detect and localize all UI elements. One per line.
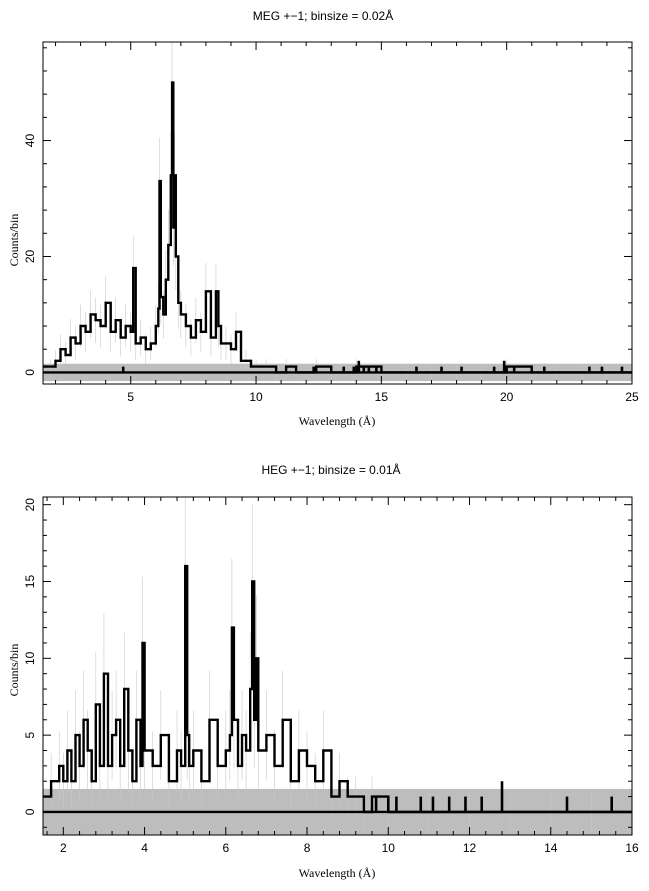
y-tick-label: 40 — [23, 134, 37, 148]
x-tick-label: 12 — [463, 841, 477, 855]
plot-frame — [42, 496, 633, 836]
y-tick-label: 0 — [23, 369, 37, 376]
spectrum-line — [43, 564, 632, 814]
x-tick-label: 10 — [382, 841, 396, 855]
heg-chart-ylabel: Counts/bin — [7, 644, 21, 697]
heg-chart: HEG +−1; binsize = 0.01Å Wavelength (Å) … — [7, 462, 639, 880]
x-tick-label: 15 — [375, 390, 389, 404]
x-tick-label: 14 — [544, 841, 558, 855]
x-tick-label: 4 — [141, 841, 148, 855]
x-tick-label: 25 — [625, 390, 639, 404]
y-tick-label: 15 — [23, 575, 37, 589]
plot-frame — [42, 41, 633, 385]
heg-chart-xlabel: Wavelength (Å) — [299, 866, 376, 880]
heg-chart-title: HEG +−1; binsize = 0.01Å — [261, 462, 400, 477]
meg-chart-title: MEG +−1; binsize = 0.02Å — [253, 8, 393, 23]
x-tick-label: 2 — [60, 841, 67, 855]
meg-chart: MEG +−1; binsize = 0.02Å Wavelength (Å) … — [7, 8, 639, 428]
meg-chart-ylabel: Counts/bin — [7, 214, 21, 267]
y-tick-label: 20 — [23, 249, 37, 263]
y-tick-label: 10 — [23, 651, 37, 665]
x-tick-label: 5 — [127, 390, 134, 404]
y-tick-label: 20 — [23, 498, 37, 512]
x-tick-label: 10 — [249, 390, 263, 404]
x-tick-label: 8 — [304, 841, 311, 855]
x-tick-label: 6 — [222, 841, 229, 855]
y-tick-label: 0 — [23, 808, 37, 815]
x-tick-label: 20 — [500, 390, 514, 404]
spectrum-line — [43, 81, 632, 374]
meg-chart-xlabel: Wavelength (Å) — [299, 414, 376, 428]
y-tick-label: 5 — [23, 731, 37, 738]
x-tick-label: 16 — [625, 841, 639, 855]
